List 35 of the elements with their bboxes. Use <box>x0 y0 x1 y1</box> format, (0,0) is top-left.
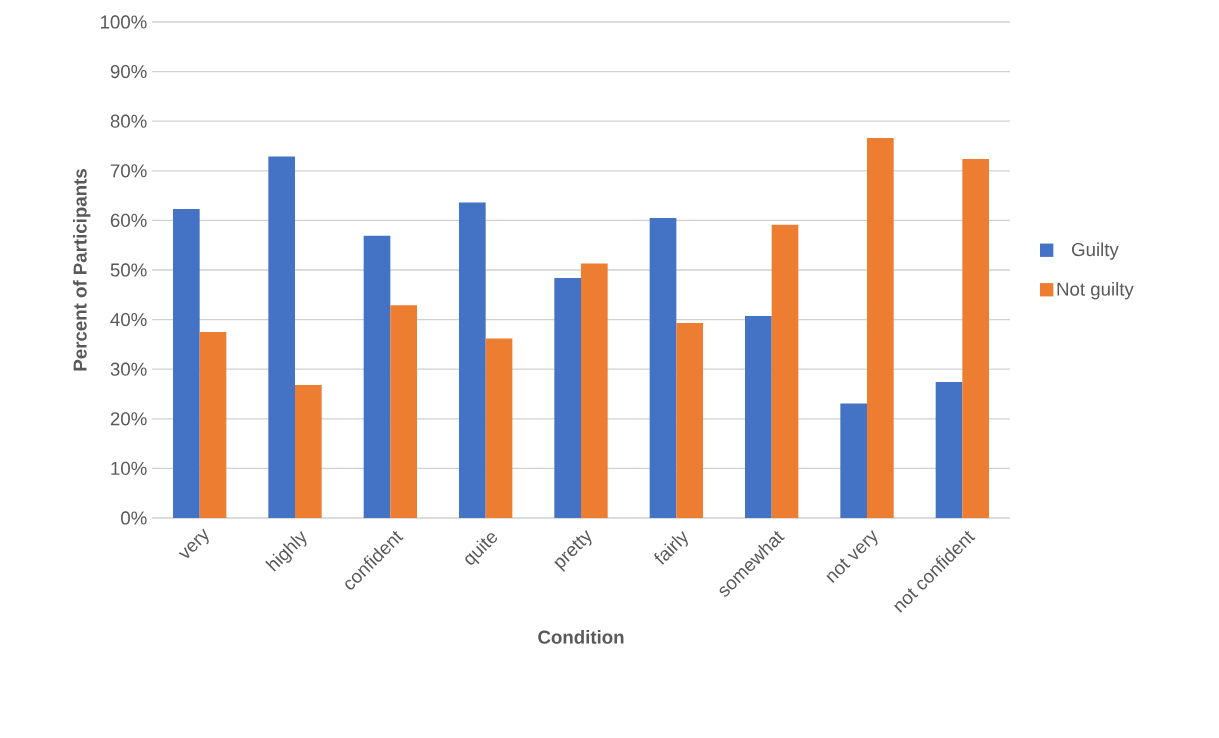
bar <box>268 156 295 518</box>
y-tick-label: 30% <box>110 362 147 376</box>
x-tick-label: not very <box>826 530 878 583</box>
bar <box>199 332 227 518</box>
y-tick-label: 90% <box>110 64 147 79</box>
x-axis-title: Condition <box>538 630 624 644</box>
bar <box>581 263 608 518</box>
y-tick-label: 40% <box>110 312 147 327</box>
y-tick-label: 50% <box>110 263 147 277</box>
y-tick-label: 20% <box>110 412 147 426</box>
y-tick-label: 0% <box>121 511 147 525</box>
bar <box>363 235 391 518</box>
bar <box>390 305 417 518</box>
bar <box>745 316 772 518</box>
y-axis-title: Percent of Participants <box>72 169 91 371</box>
legend-label: Guilty <box>1072 242 1119 260</box>
legend-label: Not guilty <box>1057 281 1134 300</box>
y-tick-label: 80% <box>110 114 147 128</box>
bar <box>649 217 677 518</box>
bar <box>459 202 486 518</box>
bar <box>771 224 799 518</box>
y-tick-label: 10% <box>111 461 147 476</box>
y-tick-label: 70% <box>110 164 147 178</box>
bar <box>840 403 868 518</box>
x-tick-label: very <box>178 528 209 558</box>
bar <box>295 385 322 518</box>
y-tick-label: 100% <box>100 15 147 29</box>
bar <box>485 338 513 518</box>
bar <box>676 323 704 518</box>
y-tick-label: 60% <box>110 213 147 228</box>
bar <box>935 382 963 518</box>
bar <box>173 208 200 518</box>
bar <box>554 277 582 518</box>
bar <box>867 138 894 518</box>
bar <box>962 158 990 518</box>
